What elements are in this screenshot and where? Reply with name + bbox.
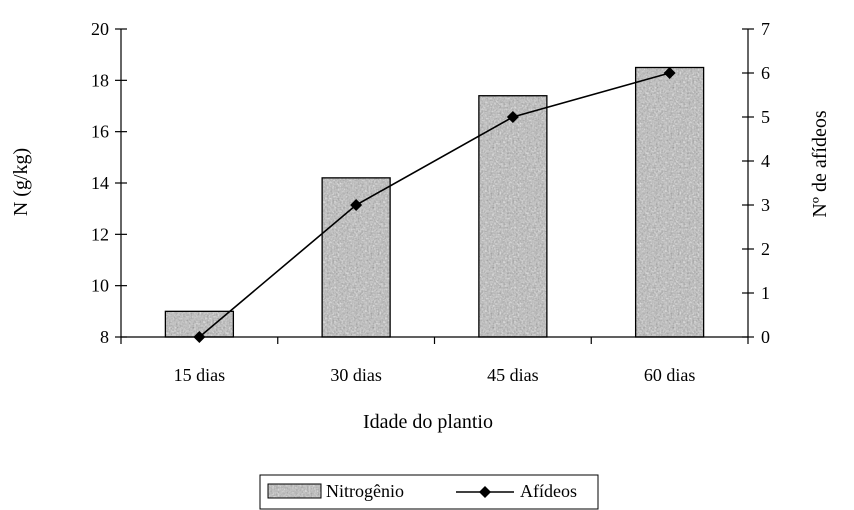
y2-tick-label: 4 <box>761 151 770 171</box>
y-tick-label: 18 <box>91 70 109 90</box>
afideos-point-4 <box>663 67 676 79</box>
x-tick-label: 30 dias <box>330 365 382 385</box>
bar-nitrogenio-4 <box>634 66 705 338</box>
y-tick-label: 20 <box>91 19 109 39</box>
x-axis-title: Idade do plantio <box>363 411 493 433</box>
y-tick-label: 14 <box>91 173 109 193</box>
x-tick-label: 15 dias <box>174 365 226 385</box>
y-tick-label: 10 <box>91 276 109 296</box>
legend-marker-afideos <box>479 486 491 498</box>
y2-tick-label: 3 <box>761 195 770 215</box>
y2-tick-label: 6 <box>761 63 770 83</box>
y-tick-label: 12 <box>91 224 109 244</box>
y2-axis-title: Nº de afídeos <box>809 110 831 217</box>
legend-swatch-nitrogenio <box>267 483 322 499</box>
afideos-point-3 <box>506 111 519 123</box>
y-tick-label: 8 <box>100 327 109 347</box>
afideos-line <box>198 72 670 338</box>
afideos-point-2 <box>350 199 363 211</box>
y2-tick-label: 5 <box>761 107 770 127</box>
y-tick-label: 16 <box>91 122 109 142</box>
y2-tick-label: 7 <box>761 19 770 39</box>
legend: Nitrogênio Afídeos <box>259 474 599 510</box>
bars <box>164 66 705 338</box>
y2-tick-label: 0 <box>761 327 770 347</box>
x-tick-label: 60 dias <box>644 365 696 385</box>
x-tick-label: 45 dias <box>487 365 539 385</box>
y-axis-title: N (g/kg) <box>10 148 32 216</box>
bar-nitrogenio-3 <box>478 95 548 338</box>
legend-label-nitrogenio: Nitrogênio <box>326 481 404 501</box>
y2-tick-label: 2 <box>761 239 770 259</box>
y2-tick-label: 1 <box>761 283 770 303</box>
legend-label-afideos: Afídeos <box>520 481 577 501</box>
afideos-point-1 <box>193 331 206 343</box>
afideos-line-series <box>193 67 676 343</box>
